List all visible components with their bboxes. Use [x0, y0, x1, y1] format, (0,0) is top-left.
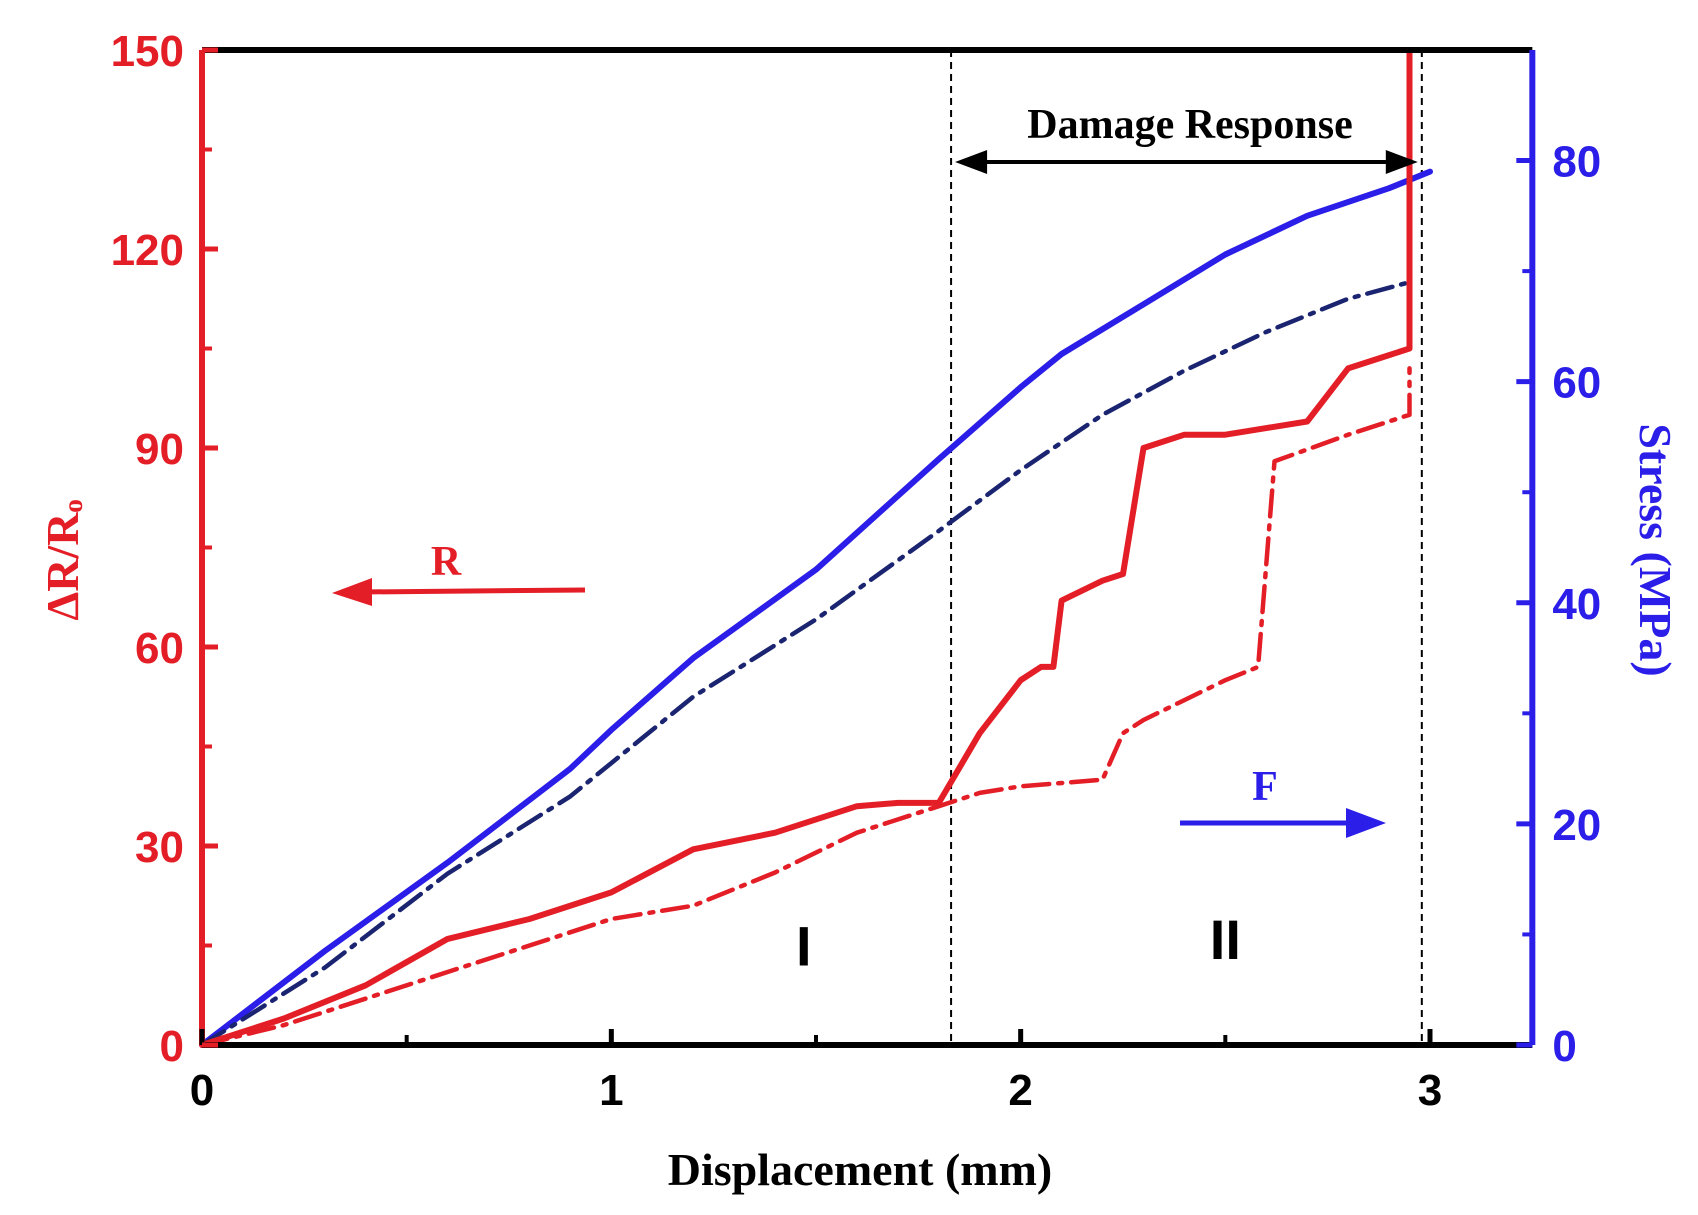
x-axis-title: Displacement (mm) [668, 1144, 1053, 1195]
left-y-tick-label: 0 [160, 1022, 184, 1071]
left-y-tick-label: 30 [135, 823, 184, 872]
left-y-axis-title: ΔR/Rₒ [37, 499, 88, 620]
right-y-tick-label: 20 [1552, 801, 1601, 850]
damage-arrow-left-head [955, 150, 988, 174]
x-tick-label: 2 [1008, 1066, 1032, 1115]
r-arrow [359, 587, 586, 595]
series-line-r-r-dash-dot [199, 366, 1412, 1048]
x-tick-label: 1 [599, 1066, 623, 1115]
r-arrow-label: R [431, 539, 462, 585]
x-tick-label: 3 [1418, 1066, 1442, 1115]
left-y-tick-label: 150 [111, 27, 184, 76]
right-y-tick-label: 80 [1552, 138, 1601, 187]
right-y-tick-label: 60 [1552, 359, 1601, 408]
left-y-tick-label: 60 [135, 624, 184, 673]
region-label-ii: II [1210, 908, 1241, 971]
region-label-i: I [796, 914, 812, 977]
right-y-tick-label: 0 [1552, 1022, 1576, 1071]
right-y-axis-title: Stress (MPa) [1630, 423, 1681, 676]
series-line-stress-dash-dot [199, 279, 1412, 1048]
series-line-r-r-solid [199, 47, 1413, 1048]
f-arrow-head [1346, 808, 1386, 838]
series-line-stress-solid [199, 168, 1433, 1048]
annotations: Damage Response R F I II [332, 102, 1418, 977]
damage-response-label: Damage Response [1027, 102, 1352, 148]
damage-arrow-right-head [1385, 150, 1418, 174]
series-layer [199, 47, 1433, 1048]
left-y-tick-label: 90 [135, 425, 184, 474]
x-tick-label: 0 [190, 1066, 214, 1115]
f-arrow-label: F [1252, 764, 1278, 810]
r-arrow-head [332, 578, 372, 606]
left-y-tick-label: 120 [111, 226, 184, 275]
right-y-tick-label: 40 [1552, 580, 1601, 629]
vertical-dashed-lines [950, 50, 1423, 1045]
